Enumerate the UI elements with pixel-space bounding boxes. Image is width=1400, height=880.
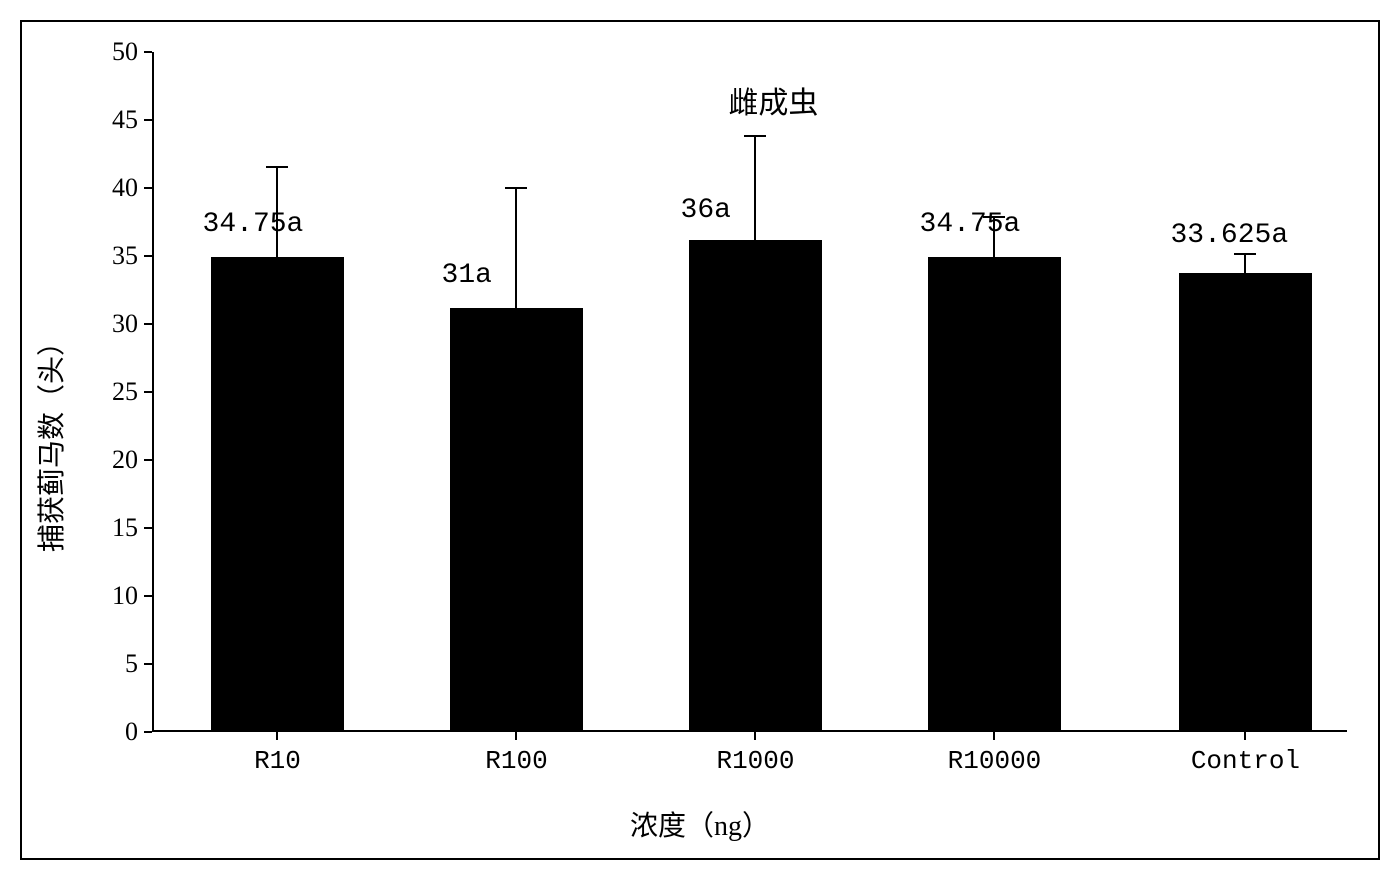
- y-tick: [144, 595, 152, 597]
- error-cap: [505, 187, 527, 189]
- y-tick: [144, 323, 152, 325]
- x-tick: [993, 732, 995, 740]
- y-axis-label: 捕获蓟马数（头）: [30, 328, 70, 552]
- data-label: 34.75a: [203, 209, 304, 240]
- data-label: 36a: [681, 195, 731, 226]
- y-tick: [144, 51, 152, 53]
- y-tick: [144, 255, 152, 257]
- bar: [1179, 273, 1313, 730]
- y-tick-label: 10: [112, 581, 138, 611]
- x-tick-label: R1000: [716, 746, 794, 776]
- error-cap: [1234, 253, 1256, 255]
- error-cap: [744, 135, 766, 137]
- x-tick-label: R100: [485, 746, 547, 776]
- y-tick: [144, 187, 152, 189]
- y-tick-label: 35: [112, 241, 138, 271]
- y-tick-label: 0: [125, 717, 138, 747]
- data-label: 31a: [442, 260, 492, 291]
- chart-title: 雌成虫: [728, 78, 818, 122]
- y-tick: [144, 459, 152, 461]
- y-tick-label: 5: [125, 649, 138, 679]
- data-label: 33.625a: [1171, 220, 1289, 251]
- plot-area: 雌成虫 05101520253035404550R1034.75aR10031a…: [152, 52, 1347, 732]
- y-tick: [144, 731, 152, 733]
- x-tick: [754, 732, 756, 740]
- error-bar: [515, 188, 517, 310]
- y-tick-label: 45: [112, 105, 138, 135]
- data-label: 34.75a: [920, 209, 1021, 240]
- x-axis-label: 浓度（ng）: [630, 804, 770, 844]
- bar: [211, 257, 345, 730]
- y-tick: [144, 391, 152, 393]
- bar: [928, 257, 1062, 730]
- error-bar: [1244, 254, 1246, 274]
- x-tick-label: R10: [254, 746, 301, 776]
- y-axis: [152, 52, 154, 732]
- y-tick-label: 40: [112, 173, 138, 203]
- y-tick-label: 20: [112, 445, 138, 475]
- x-axis: [152, 730, 1347, 732]
- chart-frame: 捕获蓟马数（头） 浓度（ng） 雌成虫 05101520253035404550…: [20, 20, 1380, 860]
- x-tick: [515, 732, 517, 740]
- y-tick-label: 30: [112, 309, 138, 339]
- y-tick: [144, 119, 152, 121]
- x-tick-label: Control: [1191, 746, 1300, 776]
- x-tick-label: R10000: [948, 746, 1042, 776]
- x-tick: [1244, 732, 1246, 740]
- x-tick: [276, 732, 278, 740]
- bar: [689, 240, 823, 730]
- y-tick-label: 50: [112, 37, 138, 67]
- error-bar: [754, 136, 756, 242]
- y-tick: [144, 527, 152, 529]
- y-tick: [144, 663, 152, 665]
- bar: [450, 308, 584, 730]
- y-tick-label: 15: [112, 513, 138, 543]
- y-tick-label: 25: [112, 377, 138, 407]
- error-cap: [266, 166, 288, 168]
